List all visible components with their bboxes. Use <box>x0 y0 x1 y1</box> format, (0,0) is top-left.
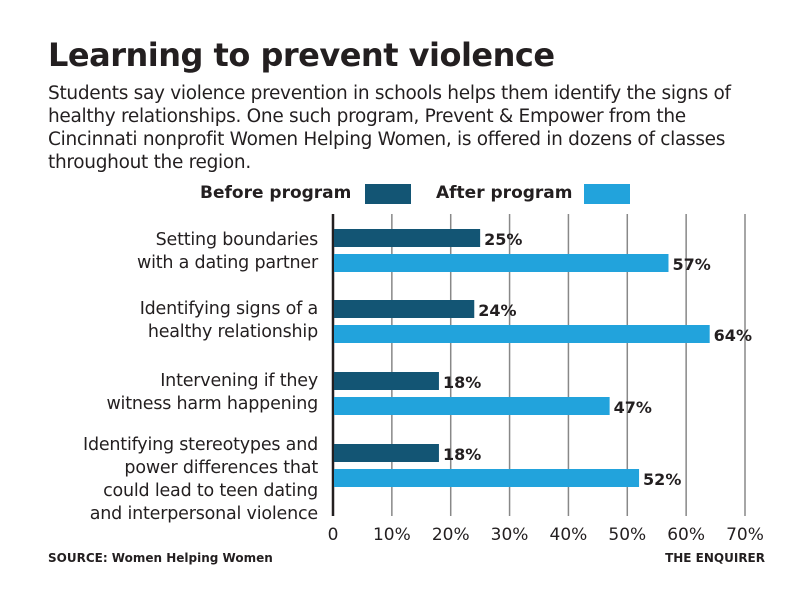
x-tick-label: 10% <box>373 525 411 545</box>
bar-after <box>334 254 669 272</box>
bar-before <box>334 372 439 390</box>
legend-swatch-after <box>584 184 630 204</box>
source-note: SOURCE: Women Helping Women <box>48 551 273 565</box>
legend-label-before: Before program <box>200 183 352 203</box>
bar-after <box>334 397 610 415</box>
x-tick-label: 50% <box>608 525 646 545</box>
credit: THE ENQUIRER <box>665 551 765 565</box>
legend-label-after: After program <box>436 183 573 203</box>
data-label: 25% <box>484 230 522 249</box>
bar-before <box>334 229 481 247</box>
data-label: 24% <box>478 301 516 320</box>
data-label: 18% <box>443 373 481 392</box>
chart-title: Learning to prevent violence <box>48 36 555 74</box>
data-label: 47% <box>614 398 652 417</box>
chart-subtitle: Students say violence prevention in scho… <box>48 83 731 173</box>
x-tick-label: 60% <box>667 525 705 545</box>
data-label: 18% <box>443 445 481 464</box>
bar-before <box>334 444 439 462</box>
x-tick-label: 30% <box>491 525 529 545</box>
bar-before <box>334 300 475 318</box>
category-label: Identifying signs of a healthy relations… <box>139 299 319 342</box>
category-label: Identifying stereotypes and power differ… <box>82 435 318 524</box>
legend-swatch-before <box>365 184 411 204</box>
x-tick-label: 0 <box>328 525 339 545</box>
bar-after <box>334 469 640 487</box>
category-label: Intervening if they witness harm happeni… <box>106 371 318 414</box>
data-label: 52% <box>643 470 681 489</box>
x-tick-label: 20% <box>432 525 470 545</box>
data-label: 64% <box>714 326 752 345</box>
bar-after <box>334 325 710 343</box>
x-tick-label: 40% <box>550 525 588 545</box>
category-label: Setting boundaries with a dating partner <box>136 230 318 273</box>
data-label: 57% <box>672 255 710 274</box>
x-tick-label: 70% <box>726 525 764 545</box>
